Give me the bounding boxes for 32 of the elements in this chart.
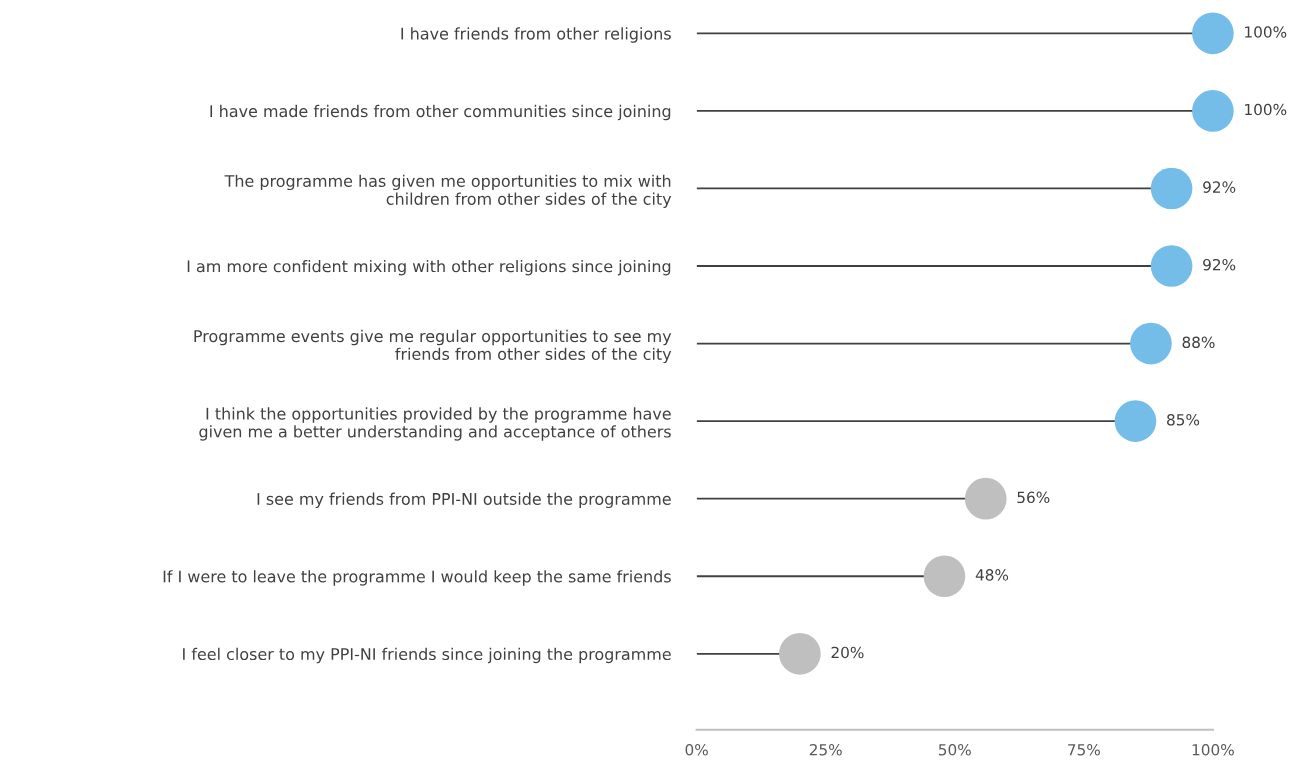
data-label: 100% [1245, 26, 1287, 38]
point [1192, 12, 1234, 55]
x-tick-label: 50% [938, 743, 971, 756]
y-tick-label: If I were to leave the programme I would keep the same friends [163, 570, 671, 586]
y-tick-label: I feel closer to my PPI-NI friends since joining the programme [183, 647, 671, 664]
y-tick-label: I think the opportunities provided by the programme have given me a better understanding and acceptance of others [199, 407, 671, 441]
data-label: 48% [975, 569, 1009, 581]
point [1150, 245, 1193, 287]
data-label: 56% [1017, 491, 1050, 504]
point [1130, 322, 1172, 365]
x-tick-label: 25% [809, 743, 842, 756]
data-label: 85% [1167, 414, 1200, 426]
point [1114, 400, 1157, 442]
x-tick-label: 0% [685, 743, 708, 756]
data-label: 92% [1203, 258, 1236, 271]
y-tick-label: I see my friends from PPI-NI outside the programme [257, 492, 671, 509]
point [964, 477, 1007, 520]
point [923, 555, 966, 598]
data-label: 92% [1203, 181, 1236, 193]
y-tick-label: I am more confident mixing with other religions since joining [187, 259, 671, 276]
x-tick-label: 100% [1192, 743, 1234, 756]
y-tick-label: I have made friends from other communities since joining [210, 104, 671, 121]
data-label: 100% [1245, 103, 1287, 116]
y-tick-label: The programme has given me opportunities to mix with children from other sides of the city [224, 174, 672, 209]
point [779, 632, 821, 675]
data-label: 20% [831, 646, 864, 659]
data-label: 88% [1182, 336, 1215, 349]
y-tick-label: Programme events give me regular opportunities to see my friends from other sides of the city [194, 329, 672, 364]
point [1192, 90, 1234, 132]
y-tick-label: I have friends from other religions [401, 27, 671, 43]
x-tick-label: 75% [1068, 743, 1100, 756]
point [1150, 167, 1193, 210]
